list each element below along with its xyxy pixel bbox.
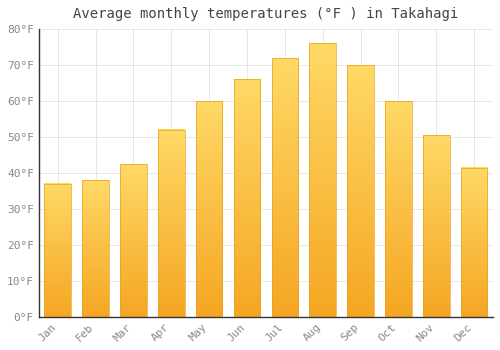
Bar: [461, 168, 487, 317]
Bar: [348, 65, 374, 317]
Bar: [385, 101, 411, 317]
Bar: [234, 79, 260, 317]
Bar: [310, 43, 336, 317]
Bar: [158, 130, 184, 317]
Title: Average monthly temperatures (°F ) in Takahagi: Average monthly temperatures (°F ) in Ta…: [74, 7, 458, 21]
Bar: [272, 58, 298, 317]
Bar: [423, 135, 450, 317]
Bar: [44, 184, 71, 317]
Bar: [82, 180, 109, 317]
Bar: [196, 101, 222, 317]
Bar: [120, 164, 146, 317]
